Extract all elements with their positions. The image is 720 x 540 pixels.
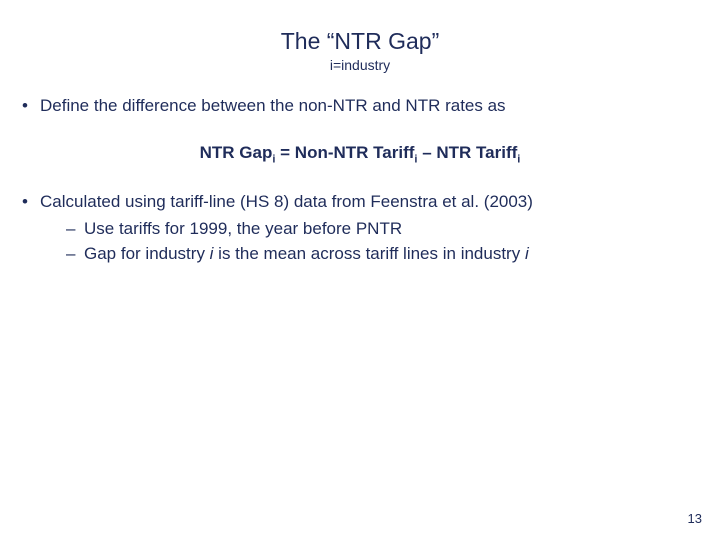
bullet-list: Define the difference between the non-NT… [22, 95, 698, 118]
bullet-text: Define the difference between the non-NT… [40, 96, 506, 115]
dash-text-mid: is the mean across tariff lines in indus… [213, 244, 525, 263]
formula-lhs: NTR Gap [200, 143, 273, 162]
bullet-item: Define the difference between the non-NT… [22, 95, 698, 118]
formula: NTR Gapi = Non-NTR Tariffi – NTR Tariffi [22, 142, 698, 167]
formula-sub3: i [517, 153, 520, 165]
bullet-list-2: Calculated using tariff-line (HS 8) data… [22, 191, 698, 266]
dash-text-pre: Gap for industry [84, 244, 210, 263]
bullet-item: Calculated using tariff-line (HS 8) data… [22, 191, 698, 266]
content-area: Define the difference between the non-NT… [0, 73, 720, 266]
slide-subtitle: i=industry [0, 57, 720, 73]
slide-title: The “NTR Gap” [0, 28, 720, 55]
dash-item: Gap for industry i is the mean across ta… [66, 243, 698, 266]
dash-text: Use tariffs for 1999, the year before PN… [84, 219, 402, 238]
slide: The “NTR Gap” i=industry Define the diff… [0, 0, 720, 540]
dash-list: Use tariffs for 1999, the year before PN… [40, 218, 698, 266]
page-number: 13 [688, 511, 702, 526]
dash-item: Use tariffs for 1999, the year before PN… [66, 218, 698, 241]
formula-minus: – NTR Tariff [417, 143, 517, 162]
title-block: The “NTR Gap” i=industry [0, 0, 720, 73]
dash-text-i2: i [525, 244, 529, 263]
bullet-text: Calculated using tariff-line (HS 8) data… [40, 192, 533, 211]
formula-eq: = Non-NTR Tariff [275, 143, 414, 162]
